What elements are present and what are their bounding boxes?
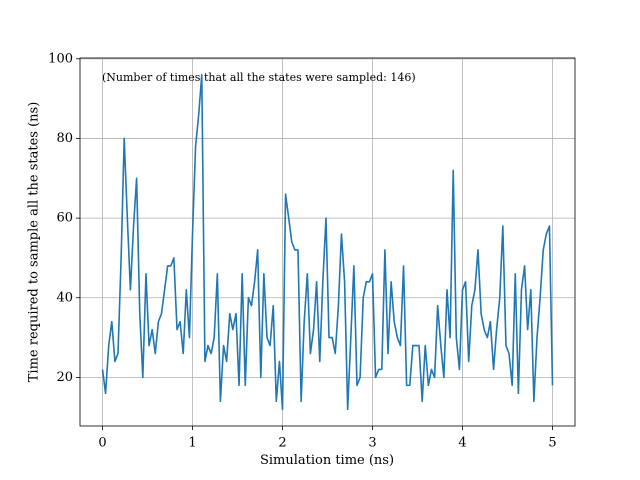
x-tick-label: 4 <box>458 436 466 451</box>
y-tick-label: 60 <box>56 211 73 226</box>
x-tick-label: 5 <box>548 436 556 451</box>
y-tick-label: 20 <box>56 370 73 385</box>
y-tick-label: 100 <box>48 51 73 66</box>
x-tick-label: 3 <box>368 436 376 451</box>
x-tick-label: 0 <box>98 436 106 451</box>
x-tick-label: 2 <box>278 436 286 451</box>
y-axis-label: Time required to sample all the states (… <box>27 102 42 383</box>
data-line <box>101 73 554 411</box>
annotation: (Number of times that all the states wer… <box>102 71 416 84</box>
y-tick-label: 40 <box>56 290 73 305</box>
plot-frame <box>79 57 576 427</box>
x-tick-label: 1 <box>188 436 196 451</box>
x-axis-label: Simulation time (ns) <box>260 453 394 468</box>
y-tick-label: 80 <box>56 131 73 146</box>
